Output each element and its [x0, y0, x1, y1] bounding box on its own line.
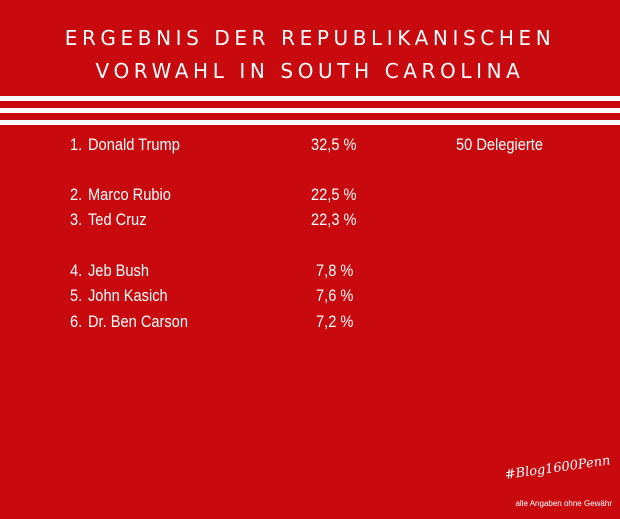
divider-stripe-bottom	[0, 120, 620, 125]
result-rank: 3.	[70, 210, 83, 229]
vote-percent: 7,8 %	[316, 261, 354, 280]
vote-percent: 7,2 %	[316, 312, 354, 331]
vote-percent: 32,5 %	[311, 135, 357, 154]
delegate-count: 50 Delegierte	[456, 135, 543, 154]
candidate-name: John Kasich	[88, 286, 168, 305]
divider-stripe-middle	[0, 108, 620, 113]
candidate-name: Jeb Bush	[88, 261, 149, 280]
vote-percent: 7,6 %	[316, 286, 354, 305]
result-rank: 1.	[70, 135, 83, 154]
disclaimer-text: alle Angaben ohne Gewähr	[515, 499, 612, 508]
candidate-name: Marco Rubio	[88, 185, 171, 204]
candidate-name: Dr. Ben Carson	[88, 312, 188, 331]
page-title-line-2: VORWAHL IN SOUTH CAROLINA	[95, 59, 525, 83]
result-rank: 4.	[70, 261, 83, 280]
page-title-line-1: ERGEBNIS DER REPUBLIKANISCHEN	[64, 26, 556, 50]
hashtag-signature: #Blog1600Penn	[503, 453, 612, 483]
divider-stripe-top	[0, 96, 620, 101]
candidate-name: Donald Trump	[88, 135, 180, 154]
result-rank: 5.	[70, 286, 83, 305]
result-rank: 2.	[70, 185, 83, 204]
result-rank: 6.	[70, 312, 83, 331]
vote-percent: 22,5 %	[311, 185, 357, 204]
candidate-name: Ted Cruz	[88, 210, 147, 229]
vote-percent: 22,3 %	[311, 210, 357, 229]
